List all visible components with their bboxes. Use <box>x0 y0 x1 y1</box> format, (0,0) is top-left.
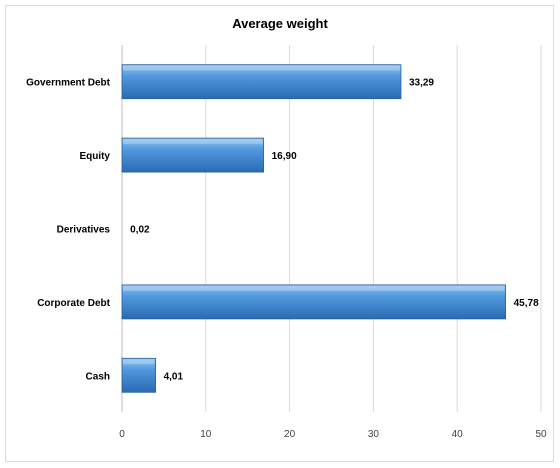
bars <box>121 64 507 393</box>
value-label: 45,78 <box>514 298 539 309</box>
x-tick-label: 0 <box>119 429 125 440</box>
x-tick-label: 40 <box>452 429 464 440</box>
bar-corporate-debt <box>121 284 507 320</box>
category-label: Derivatives <box>57 225 111 236</box>
bar-cash <box>121 357 157 393</box>
bar-highlight <box>123 139 263 145</box>
value-label: 33,29 <box>409 78 434 89</box>
value-label: 4,01 <box>164 371 184 382</box>
chart-title: Average weight <box>232 16 328 31</box>
value-label: 16,90 <box>272 151 297 162</box>
bar-highlight <box>123 65 400 71</box>
gridlines <box>121 45 542 412</box>
bar-equity <box>121 137 265 173</box>
value-label: 0,02 <box>130 225 150 236</box>
category-label: Government Debt <box>26 78 111 89</box>
bar-government-debt <box>121 64 402 100</box>
category-label: Equity <box>79 151 110 162</box>
x-tick-label: 10 <box>200 429 212 440</box>
x-tick-label: 20 <box>284 429 296 440</box>
category-label: Corporate Debt <box>37 298 110 309</box>
x-tick-label: 50 <box>535 429 547 440</box>
bar-highlight <box>123 285 505 291</box>
category-label: Cash <box>86 371 110 382</box>
bar-highlight <box>123 359 155 365</box>
labels: 0 10 20 30 40 50 Government Debt 33,29 Equity 16,… <box>26 78 547 440</box>
x-tick-label: 30 <box>368 429 380 440</box>
